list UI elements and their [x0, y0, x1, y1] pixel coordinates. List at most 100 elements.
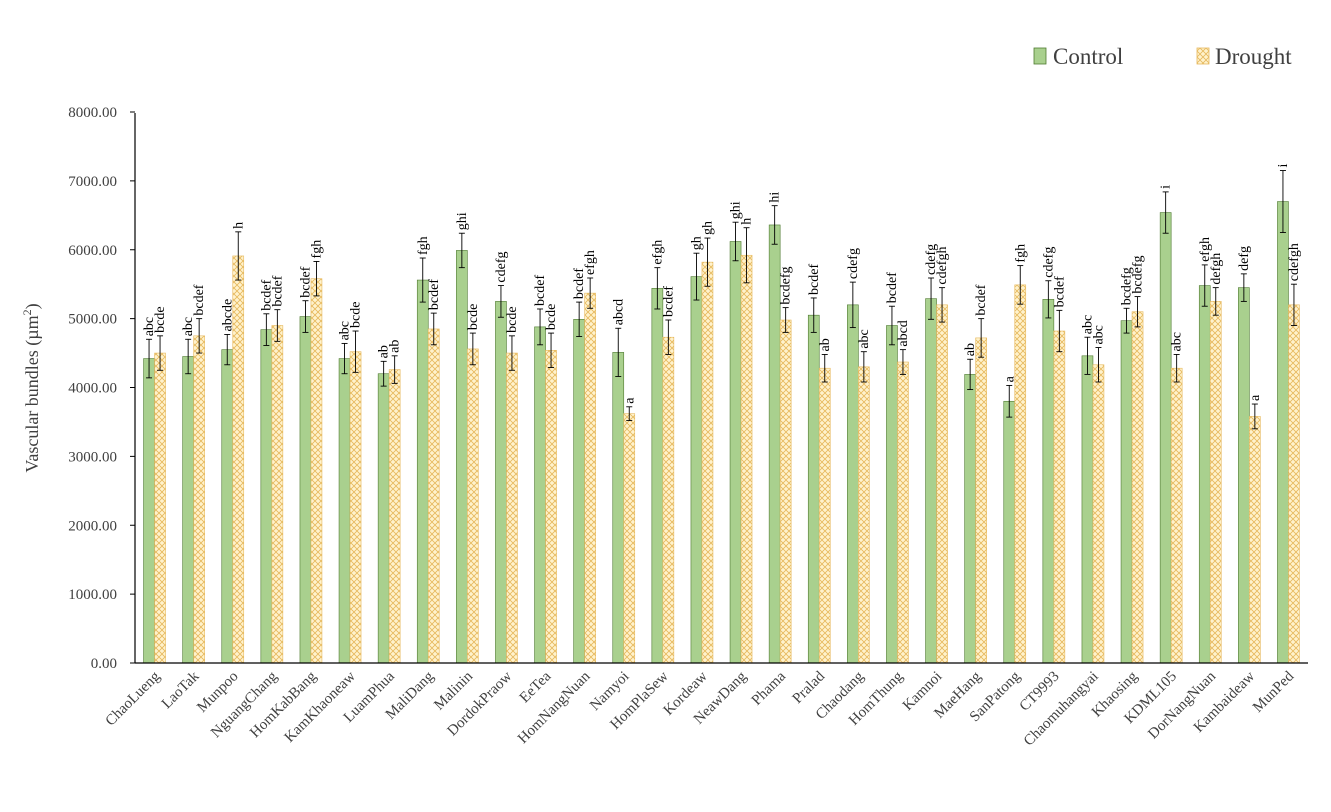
- bar-drought: [701, 261, 714, 664]
- legend: Control Drought: [1033, 44, 1292, 69]
- bar-drought: [1288, 304, 1300, 664]
- significance-label: fgh: [416, 236, 431, 255]
- bar-control: [377, 373, 390, 664]
- significance-label: efgh: [650, 240, 665, 265]
- bar-drought: [467, 348, 479, 664]
- bar-drought: [427, 328, 440, 664]
- significance-label: ghi: [729, 201, 744, 219]
- bar-drought: [154, 352, 166, 664]
- bar-drought: [310, 278, 323, 664]
- significance-label: a: [622, 397, 637, 404]
- bar-drought: [818, 367, 831, 664]
- bar-control: [925, 298, 937, 664]
- bar-control: [886, 325, 898, 664]
- significance-label: bcdefg: [779, 267, 794, 305]
- bar-drought: [975, 337, 987, 664]
- bar-control: [729, 241, 742, 664]
- y-tick-label: 5000.00: [68, 312, 117, 328]
- category-label: ChaoLueng: [103, 668, 164, 729]
- significance-label: cdefg: [924, 244, 939, 275]
- significance-label: ab: [818, 338, 833, 351]
- significance-label: a: [1248, 394, 1263, 401]
- legend-label-control: Control: [1053, 44, 1123, 69]
- bar-drought: [1209, 301, 1222, 664]
- bar-control: [651, 288, 664, 664]
- category-label: HomNangNuan: [515, 668, 594, 747]
- significance-label: gh: [689, 236, 704, 250]
- bar-control: [182, 356, 194, 664]
- bar-drought: [662, 336, 675, 664]
- significance-label: abcd: [611, 299, 626, 325]
- significance-label: bcdef: [298, 266, 313, 297]
- bar-control: [807, 314, 820, 664]
- significance-label: bcdef: [661, 286, 676, 317]
- significance-label: abc: [142, 317, 157, 336]
- significance-label: abc: [1080, 315, 1095, 334]
- significance-label: abcd: [896, 320, 911, 346]
- bar-control: [416, 279, 429, 664]
- bar-control: [143, 358, 155, 664]
- bar-control: [1198, 285, 1211, 664]
- y-tick-label: 1000.00: [68, 587, 117, 603]
- bar-control: [964, 374, 976, 664]
- significance-label: bcdef: [192, 284, 207, 315]
- category-labels: ChaoLuengLaoTakMunpooNguangChangHomKabBa…: [103, 668, 1298, 749]
- bar-control: [573, 319, 585, 664]
- significance-label: bcdef: [259, 279, 274, 310]
- bar-control: [260, 329, 273, 664]
- y-tick-label: 4000.00: [68, 381, 117, 397]
- legend-swatch-drought: [1196, 47, 1210, 65]
- bar-drought: [1014, 284, 1027, 664]
- y-axis-title: Vascular bundles (µm2): [20, 303, 43, 472]
- bar-drought: [1131, 311, 1144, 664]
- bar-control: [221, 349, 234, 664]
- significance-label: cdefg: [846, 248, 861, 279]
- bar-control: [1042, 299, 1055, 664]
- significance-label: bcdef: [533, 275, 548, 306]
- bar-drought: [936, 304, 948, 664]
- bar-drought: [1053, 330, 1066, 664]
- bar-drought: [506, 352, 518, 664]
- legend-swatch-control: [1033, 47, 1047, 65]
- significance-label: bcdef: [572, 268, 587, 299]
- significance-label: i: [1276, 164, 1291, 168]
- bar-control: [1238, 287, 1250, 664]
- significance-label: gh: [700, 221, 715, 235]
- bar-control: [1081, 355, 1094, 664]
- bar-drought: [545, 350, 557, 664]
- bar-control: [847, 304, 859, 664]
- significance-label: abcde: [220, 299, 235, 332]
- significance-label: h: [740, 218, 755, 225]
- significance-label: bcde: [544, 304, 559, 330]
- significance-label: abc: [857, 329, 872, 348]
- significance-label: bcde: [153, 306, 168, 332]
- significance-label: fgh: [1013, 244, 1028, 263]
- bar-drought: [897, 361, 909, 664]
- bar-drought: [779, 319, 792, 664]
- significance-label: ab: [377, 345, 392, 358]
- significance-label: defgh: [1209, 253, 1224, 285]
- legend-label-drought: Drought: [1215, 44, 1292, 69]
- bar-drought: [584, 292, 596, 664]
- significance-label: i: [1159, 185, 1174, 189]
- significance-label: bcde: [466, 304, 481, 330]
- bar-control: [534, 326, 546, 664]
- significance-label: bcdef: [1052, 276, 1067, 307]
- significance-label: bcde: [505, 306, 520, 332]
- category-label: DorNangNuan: [1145, 668, 1219, 742]
- significance-label: efgh: [583, 250, 598, 275]
- bar-control: [1159, 212, 1172, 664]
- significance-label: cdefg: [494, 251, 509, 282]
- significance-label: h: [231, 222, 246, 229]
- bar-control: [299, 316, 312, 664]
- significance-label: a: [1002, 375, 1017, 382]
- significance-label: bcdef: [270, 275, 285, 306]
- bar-drought: [349, 351, 362, 664]
- significance-label: abc: [1091, 325, 1106, 344]
- bar-control: [338, 358, 351, 664]
- y-axis-ticks: 0.00 1000.00 2000.00 3000.00 4000.00 5000.00 6…: [68, 105, 135, 672]
- bar-drought: [1249, 416, 1261, 664]
- significance-label: hi: [768, 192, 783, 203]
